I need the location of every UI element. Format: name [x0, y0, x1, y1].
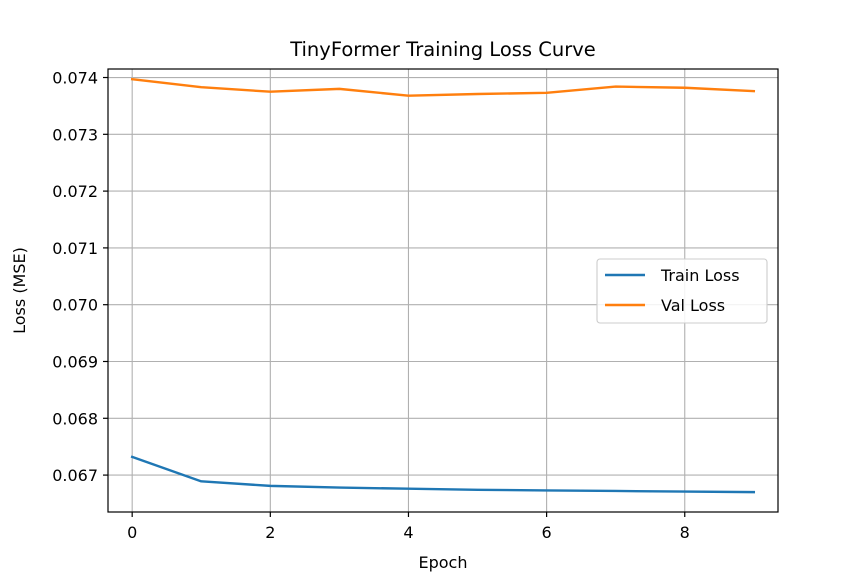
series-lines: [130, 77, 756, 494]
legend: Train Loss Val Loss: [596, 258, 768, 324]
y-tick-label: 0.072: [52, 182, 98, 201]
y-tick-label: 0.067: [52, 466, 98, 485]
y-tick-label: 0.074: [52, 69, 98, 88]
y-tick-label: 0.069: [52, 352, 98, 371]
series-line-train-loss: [130, 455, 756, 494]
x-tick-label: 6: [542, 523, 552, 542]
legend-label: Train Loss: [660, 266, 740, 285]
x-tick-label: 4: [403, 523, 413, 542]
x-axis-label: Epoch: [419, 553, 468, 572]
chart-title: TinyFormer Training Loss Curve: [289, 38, 596, 61]
series-line-val-loss: [130, 77, 756, 97]
axis-ticks: 0 2 4 6 8 0.067 0.068 0.069 0.070 0.071 0.072 0.073…: [52, 69, 690, 542]
y-axis-label: Loss (MSE): [10, 247, 29, 334]
y-tick-label: 0.070: [52, 296, 98, 315]
plot-frame: [107, 68, 779, 513]
legend-label: Val Loss: [661, 296, 725, 315]
y-tick-label: 0.073: [52, 125, 98, 144]
x-tick-label: 8: [680, 523, 690, 542]
y-tick-label: 0.068: [52, 409, 98, 428]
x-tick-label: 0: [127, 523, 137, 542]
y-tick-label: 0.071: [52, 239, 98, 258]
x-tick-label: 2: [265, 523, 275, 542]
